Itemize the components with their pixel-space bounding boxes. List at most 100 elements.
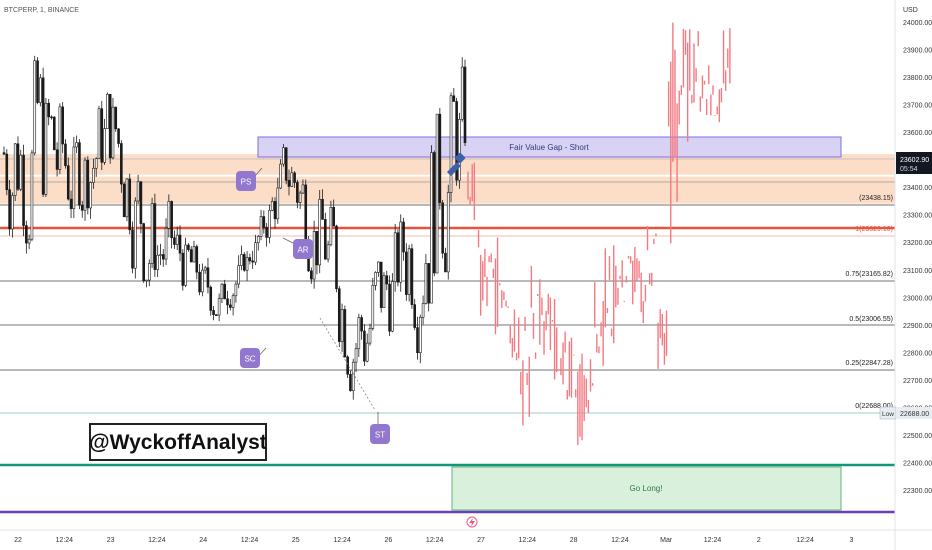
watermark-box: @WyckoffAnalyst [89, 423, 267, 461]
candle-body-40 [114, 106, 118, 130]
candle-body-131 [368, 328, 372, 344]
time-tick-3: 12:24 [148, 537, 166, 544]
candle-body-43 [122, 183, 126, 218]
candle-body-108 [304, 184, 308, 244]
candle-body-19 [55, 149, 59, 170]
candle-body-21 [61, 106, 64, 145]
candle-body-138 [388, 283, 391, 332]
candle-body-137 [385, 275, 389, 285]
candle-body-144 [405, 251, 408, 295]
time-axis[interactable]: 22 12:24 23 12:24 24 12:24 25 12:24 26 12:24 27 12:… [14, 537, 853, 544]
candle-body-34 [97, 108, 101, 160]
time-tick-11: 12:24 [519, 537, 537, 544]
candle-body-46 [131, 229, 134, 269]
candle-body-163 [458, 118, 461, 181]
candle-body-113 [318, 199, 322, 266]
fib-label-4: 0.25(22847.28) [846, 360, 893, 367]
candle-body-38 [108, 93, 112, 159]
price-tick-22800: 22800.00 [903, 350, 932, 357]
candle-body-98 [276, 187, 280, 220]
last-price-tag [896, 152, 932, 174]
annotations: PS AR SC ST [236, 152, 478, 528]
candle-body-114 [321, 199, 324, 220]
candle-body-79 [223, 283, 227, 300]
candle-body-4 [13, 143, 17, 196]
price-tick-22300: 22300.00 [903, 488, 932, 495]
candle-body-130 [365, 342, 369, 362]
low-marker-label: Low [882, 411, 894, 418]
candle-body-94 [265, 227, 268, 238]
fib-label-3: 0.5(23006.55) [849, 316, 893, 323]
candle-body-162 [455, 101, 458, 181]
wyckoff-ar-bubble [293, 239, 313, 259]
candle-body-75 [212, 310, 215, 315]
candle-body-124 [349, 373, 352, 391]
price-tick-24000: 24000.00 [903, 20, 932, 27]
candle-body-133 [374, 272, 377, 286]
candle-body-96 [270, 201, 274, 211]
candle-body-145 [407, 248, 411, 295]
candle-body-47 [134, 200, 137, 269]
candle-body-158 [444, 252, 447, 273]
time-tick-12: 28 [570, 537, 578, 544]
time-tick-6: 25 [292, 537, 300, 544]
candle-body-110 [310, 270, 313, 280]
price-tick-23700: 23700.00 [903, 102, 932, 109]
candle-body-107 [301, 184, 305, 194]
candle-body-125 [351, 361, 355, 391]
candle-body-129 [363, 330, 366, 362]
candle-body-151 [424, 263, 428, 304]
time-tick-10: 27 [477, 537, 485, 544]
candle-body-86 [242, 254, 246, 271]
candle-body-41 [117, 128, 120, 144]
candle-body-51 [145, 279, 148, 282]
candle-body-148 [416, 327, 419, 354]
candle-body-135 [379, 261, 383, 308]
candle-body-156 [438, 113, 442, 204]
candle-body-153 [430, 152, 433, 304]
candle-body-50 [142, 223, 145, 282]
candle-body-93 [262, 216, 266, 228]
candle-body-134 [377, 261, 380, 273]
wyckoff-ar-text: AR [297, 246, 308, 255]
candle-body-118 [332, 207, 335, 227]
candle-body-132 [371, 285, 375, 329]
price-tick-23800: 23800.00 [903, 75, 932, 82]
candle-body-15 [44, 102, 48, 195]
time-tick-13: 12:24 [611, 537, 629, 544]
candle-body-85 [240, 254, 243, 266]
candle-body-69 [195, 246, 199, 273]
candle-body-63 [178, 234, 182, 254]
candle-body-115 [324, 219, 327, 260]
candle-body-102 [287, 180, 291, 187]
time-tick-1: 12:24 [56, 537, 74, 544]
candle-body-146 [410, 248, 414, 305]
candle-body-71 [201, 269, 204, 293]
candle-body-23 [66, 165, 70, 200]
price-tick-22900: 22900.00 [903, 323, 932, 330]
time-tick-2: 23 [107, 537, 115, 544]
candle-body-100 [282, 147, 285, 165]
candle-body-44 [125, 178, 129, 218]
candle-body-103 [290, 172, 294, 187]
time-tick-0: 22 [14, 537, 22, 544]
candle-body-116 [326, 244, 330, 260]
price-tick-23100: 23100.00 [903, 268, 932, 275]
price-axis-currency: USD [903, 7, 918, 14]
candle-body-82 [231, 295, 235, 308]
price-axis[interactable]: USD22300.0022400.0022500.0022600.0022700… [879, 7, 932, 495]
candle-body-68 [192, 246, 196, 263]
candle-body-24 [69, 198, 73, 209]
time-tick-4: 24 [199, 537, 207, 544]
candle-body-127 [357, 317, 361, 350]
candle-body-159 [446, 192, 450, 273]
candle-body-74 [209, 286, 213, 311]
candle-body-10 [30, 152, 34, 240]
trend-dashed-line [319, 317, 376, 411]
candle-body-8 [25, 225, 28, 244]
wyckoff-st-text: ST [375, 431, 385, 440]
candle-body-121 [340, 309, 344, 342]
price-tick-22500: 22500.00 [903, 433, 932, 440]
candle-body-157 [441, 202, 444, 254]
